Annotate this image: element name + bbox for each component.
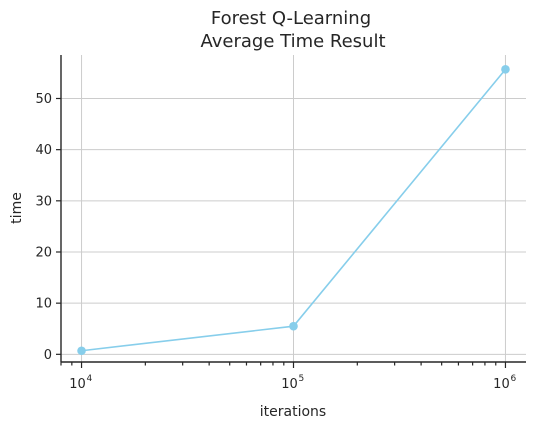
y-tick-label: 0 [44,348,52,363]
data-point [289,321,298,331]
grid [61,55,526,362]
y-tick-label: 10 [35,297,52,312]
x-tick-exponent: 6 [510,374,516,384]
x-tick-exponent: 4 [87,374,93,384]
y-tick-label: 20 [35,245,52,260]
x-tick-label: 10 [493,377,510,392]
y-tick-label: 50 [35,92,52,107]
chart-title-line-2: Average Time Result [200,31,385,52]
x-tick-exponent: 5 [299,374,305,384]
series-group [77,65,510,356]
y-tick-label: 30 [35,194,52,209]
x-axis-label: iterations [260,404,326,420]
x-tick-label: 10 [281,377,298,392]
data-point [501,65,510,74]
data-point [77,346,86,356]
y-axis-label: time [9,192,25,224]
y-tick-label: 40 [35,143,52,158]
x-tick-label: 10 [69,377,86,392]
chart-title-line-1: Forest Q-Learning [211,8,371,29]
